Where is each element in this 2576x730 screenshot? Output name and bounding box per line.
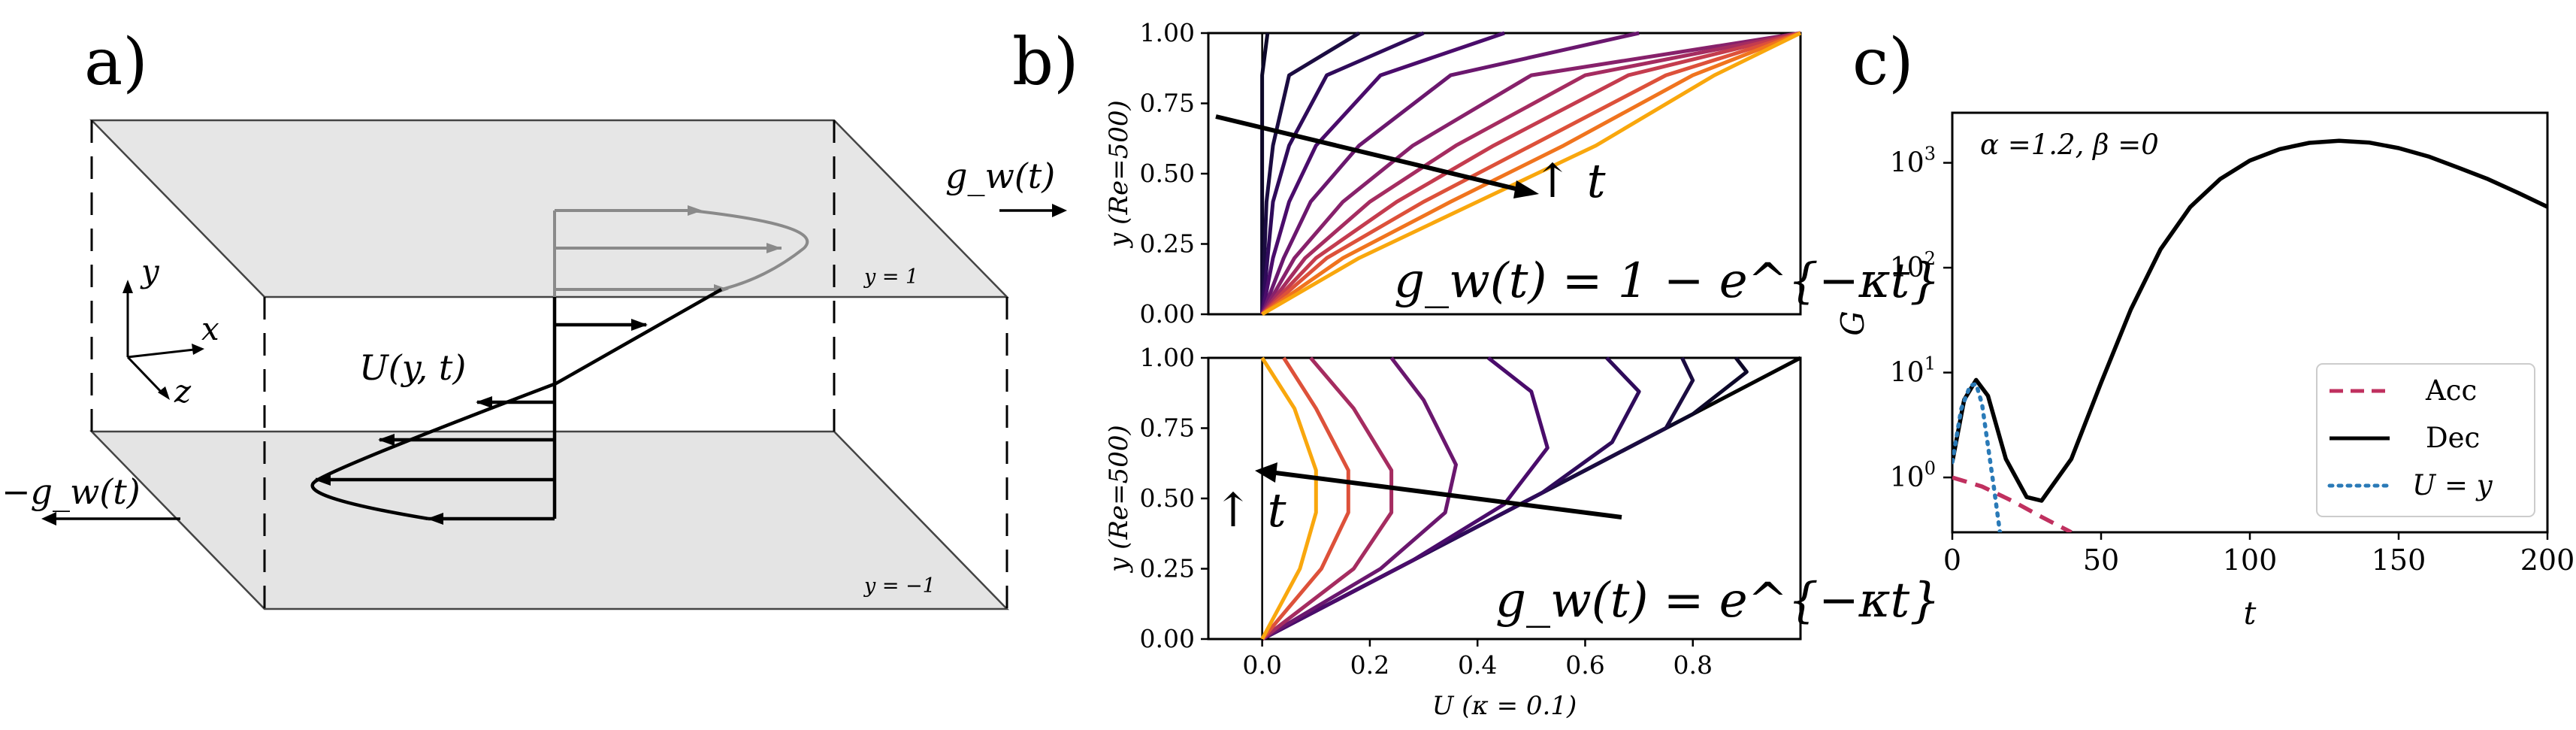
series-line-4	[1261, 356, 1550, 641]
gw-right-arrow	[999, 204, 1067, 217]
xtick-label: 0.8	[1673, 650, 1712, 680]
c-ylabel: G	[1834, 310, 1871, 336]
c-series	[1952, 138, 2547, 532]
ytick-label: 1.00	[1140, 18, 1195, 47]
y-bottom-label: y = −1	[863, 574, 936, 598]
series-line-6	[1261, 356, 1394, 641]
xtick-label: 100	[2223, 544, 2278, 577]
panel-b-bottom-plot: 0.00 0.25 0.50 0.75 1.00 0.0 0.2 0.4 0.6 0.8 y (…	[1104, 343, 1940, 721]
xtick-label: 200	[2520, 544, 2575, 577]
axis-y-label: y	[140, 253, 160, 289]
b-bottom-xlabel: U (κ = 0.1)	[1432, 691, 1577, 721]
ytick-label: 0.75	[1140, 413, 1195, 443]
panel-c-letter: c)	[1852, 25, 1914, 100]
ytick-label: 0.50	[1140, 483, 1195, 513]
series-line-2	[1260, 31, 1425, 315]
series-acc	[1952, 475, 2073, 532]
b-bottom-time-arrow	[1255, 462, 1622, 519]
series-line-6	[1260, 31, 1801, 316]
gw-left-arrow	[41, 512, 180, 526]
ytick-label: 0.50	[1140, 159, 1195, 188]
coordinate-axes	[126, 289, 195, 396]
panel-b: b) 0.00 0.25 0.50 0.75 1.00 y (Re=500) ↑ t g…	[1012, 18, 1940, 721]
c-annotation: α =1.2, β =0	[1980, 129, 2159, 161]
panel-b-letter: b)	[1012, 25, 1079, 100]
b-bottom-series	[1260, 356, 1802, 641]
ytick-label: 101	[1890, 353, 1936, 389]
legend-dec-label: Dec	[2426, 422, 2480, 454]
b-top-arrow-label: ↑ t	[1533, 153, 1606, 208]
legend-u-y-label: U = y	[2412, 469, 2493, 501]
xtick-label: 0.2	[1350, 650, 1389, 680]
legend-item-u-y: U = y	[2327, 469, 2493, 501]
b-bottom-ylabel: y (Re=500)	[1104, 425, 1134, 574]
c-legend: Acc Dec U = y	[2316, 363, 2535, 517]
xtick-label: 0	[1943, 544, 1961, 577]
b-top-series	[1260, 31, 1802, 317]
xtick-label: 150	[2372, 544, 2426, 577]
series-line-9	[1261, 31, 1801, 317]
b-bottom-arrow-label: ↑ t	[1214, 483, 1286, 538]
c-legend-box	[2316, 363, 2535, 517]
legend-item-dec: Dec	[2330, 422, 2480, 454]
series-line-8	[1260, 31, 1801, 316]
series-line-8	[1260, 356, 1318, 641]
b-bottom-equation: g_w(t) = e^{−κt}	[1495, 573, 1940, 629]
panel-a: a)	[2, 25, 1067, 610]
series-line-3	[1260, 31, 1505, 315]
b-bottom-xticks: 0.0 0.2 0.4 0.6 0.8	[1242, 639, 1713, 680]
axis-z-label: z	[174, 373, 192, 410]
c-xlabel: t	[2244, 595, 2257, 632]
b-top-yticks: 0.00 0.25 0.50 0.75 1.00	[1140, 18, 1208, 329]
y-top-label: y = 1	[863, 265, 918, 289]
ytick-label: 0.25	[1140, 229, 1195, 259]
series-line-4	[1260, 31, 1640, 315]
xtick-label: 0.6	[1565, 650, 1604, 680]
profile-lower-arrows	[314, 319, 648, 525]
series-line-5	[1260, 31, 1801, 316]
ytick-label: 0.00	[1140, 624, 1195, 653]
series-line-7	[1260, 356, 1350, 641]
ytick-label: 0.00	[1140, 299, 1195, 329]
profile-label: U(y, t)	[359, 347, 466, 388]
b-bottom-yticks: 0.00 0.25 0.50 0.75 1.00	[1140, 343, 1208, 653]
ytick-label: 0.75	[1140, 89, 1195, 118]
b-top-equation: g_w(t) = 1 − e^{−κt}	[1394, 253, 1940, 309]
b-top-ylabel: y (Re=500)	[1104, 100, 1134, 249]
ytick-label: 100	[1890, 458, 1936, 493]
profile-upper	[553, 209, 809, 297]
series-line-10	[1261, 31, 1802, 317]
b-top-time-arrow	[1215, 114, 1539, 198]
ytick-label: 0.25	[1140, 554, 1195, 583]
series-dec	[1952, 138, 2547, 503]
series-line-5	[1261, 356, 1458, 641]
series-line-1	[1260, 31, 1360, 315]
panel-a-letter: a)	[84, 25, 148, 100]
legend-item-acc: Acc	[2330, 374, 2477, 407]
gw-left-label: −g_w(t)	[2, 471, 141, 512]
xtick-label: 0.4	[1458, 650, 1497, 680]
gw-right-label: g_w(t)	[945, 156, 1055, 196]
c-xticks: 0 50 100 150 200	[1943, 532, 2574, 577]
xtick-label: 50	[2083, 544, 2119, 577]
ytick-label: 103	[1890, 144, 1936, 179]
panel-b-top-plot: 0.00 0.25 0.50 0.75 1.00 y (Re=500) ↑ t g_w(…	[1104, 18, 1940, 329]
xtick-label: 0.0	[1242, 650, 1281, 680]
axis-x-label: x	[201, 310, 219, 347]
series-uy	[1952, 381, 2003, 532]
coordinate-axes-heads	[122, 280, 204, 400]
dashed-edges	[90, 120, 1008, 609]
legend-acc-label: Acc	[2425, 374, 2477, 407]
ytick-label: 1.00	[1140, 343, 1195, 372]
